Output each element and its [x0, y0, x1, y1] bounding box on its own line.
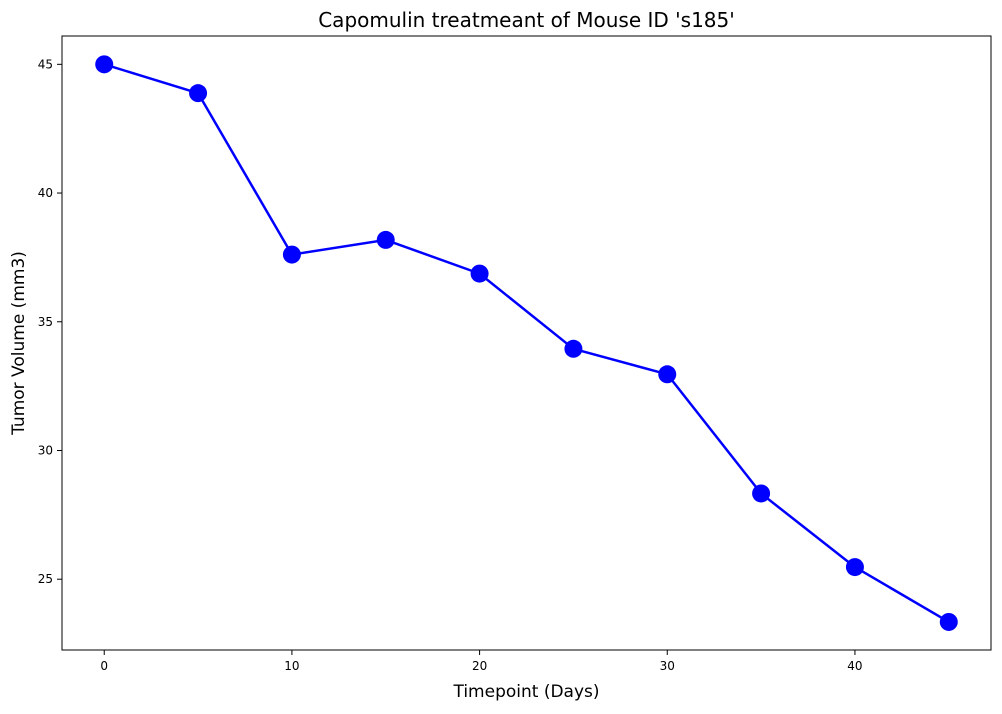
y-tick-label: 40: [38, 186, 53, 200]
series-line: [103, 63, 950, 624]
data-point: [752, 484, 771, 503]
data-point: [939, 612, 958, 631]
y-tick-label: 30: [38, 443, 53, 457]
data-point: [845, 558, 864, 577]
plot-area-frame: [61, 35, 992, 651]
x-tick-label: 0: [100, 659, 108, 673]
data-point: [564, 339, 583, 358]
data-point: [189, 84, 208, 103]
x-axis-label: Timepoint (Days): [452, 682, 599, 702]
data-point: [282, 245, 301, 264]
y-axis-ticks: 25 30 35 40 45: [38, 57, 62, 586]
data-point: [470, 264, 489, 283]
x-tick-label: 40: [847, 659, 862, 673]
x-axis-ticks: 0 10 20 30 40: [100, 650, 863, 673]
x-tick-label: 10: [284, 659, 299, 673]
y-axis-label: Tumor Volume (mm3): [9, 251, 29, 436]
chart-title: Capomulin treatmeant of Mouse ID 's185': [318, 8, 735, 32]
y-tick-label: 35: [38, 315, 53, 329]
series-layer: [95, 55, 958, 631]
x-tick-label: 30: [660, 659, 675, 673]
y-tick-label: 25: [38, 572, 53, 586]
data-point: [658, 365, 677, 384]
data-point: [376, 230, 395, 249]
x-tick-label: 20: [472, 659, 487, 673]
y-tick-label: 45: [38, 57, 53, 71]
data-point: [95, 55, 114, 74]
